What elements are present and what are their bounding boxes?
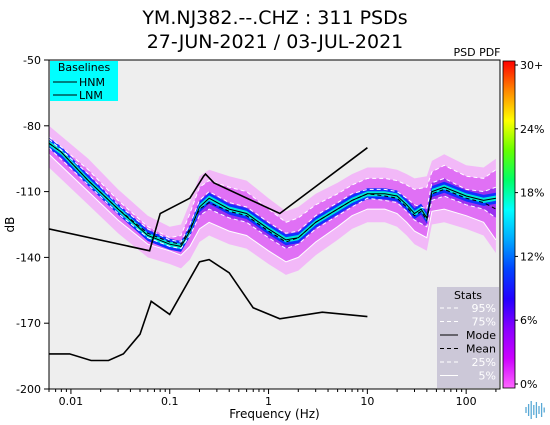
- baselines-legend-item: HNM: [79, 76, 105, 89]
- colorbar-tick-label: 12%: [520, 250, 544, 263]
- stats-legend-box: [437, 287, 499, 388]
- colorbar: PSD PDF 30+ 24% 18% 12% 6% 0%: [453, 46, 544, 391]
- colorbar-tick-label: 30+: [520, 59, 543, 72]
- waveform-logo-icon: [525, 401, 545, 419]
- x-tick-label: 0.1: [161, 395, 179, 408]
- stats-legend-item: Mean: [466, 343, 496, 356]
- stat-line-5pct: [49, 153, 497, 263]
- stats-legend-item: 75%: [472, 316, 496, 329]
- baselines-legend-box: [50, 61, 118, 101]
- stat-line-25pct: [49, 147, 497, 250]
- colorbar-tick-label: 24%: [520, 123, 544, 136]
- colorbar-bar: [502, 60, 516, 389]
- plot-frame: [48, 59, 501, 390]
- colorbar-tick-label: 0%: [520, 378, 537, 391]
- colorbar-tick-label: 6%: [520, 314, 537, 327]
- lnm-line: [49, 258, 368, 362]
- baselines-legend-item: LNM: [79, 89, 103, 102]
- x-tick-label: 0.01: [59, 395, 84, 408]
- y-tick-label: -140: [16, 251, 41, 264]
- pdf-density-layer: [49, 125, 496, 275]
- colorbar-tick-label: 18%: [520, 187, 544, 200]
- stats-legend-item: 25%: [472, 356, 496, 369]
- stat-line-95pct: [49, 136, 497, 239]
- x-tick-label: 100: [456, 395, 477, 408]
- chart-title-line2: 27-JUN-2021 / 03-JUL-2021: [146, 31, 404, 53]
- y-tick-label: -110: [16, 186, 41, 199]
- y-tick-label: -170: [16, 317, 41, 330]
- stats-legend-item: Mode: [466, 329, 496, 342]
- x-axis-label: Frequency (Hz): [229, 407, 320, 421]
- stats-legend-title: Stats: [454, 289, 482, 302]
- y-tick-label: -50: [23, 54, 41, 67]
- stats-legend-item: 5%: [479, 370, 496, 383]
- colorbar-label: PSD PDF: [453, 46, 500, 59]
- x-tick-label: 1: [265, 395, 272, 408]
- baselines-legend-title: Baselines: [58, 61, 111, 74]
- plot-lines: [49, 136, 497, 362]
- stat-line-mode: [49, 142, 496, 247]
- stat-line-75pct: [49, 138, 497, 243]
- chart-title: YM.NJ382.--.CHZ : 311 PSDs 27-JUN-2021 /…: [0, 6, 550, 54]
- y-tick-label: -200: [16, 383, 41, 396]
- x-tick-label: 10: [360, 395, 374, 408]
- stats-legend-item: 95%: [472, 302, 496, 315]
- axes: -50 -80 -110 -140 -170 -200 0.01 0.1 1 10 100: [16, 54, 497, 408]
- chart-title-line1: YM.NJ382.--.CHZ : 311 PSDs: [142, 7, 408, 29]
- y-axis-label: dB: [3, 217, 17, 233]
- y-tick-label: -80: [23, 120, 41, 133]
- hnm-line: [49, 147, 368, 252]
